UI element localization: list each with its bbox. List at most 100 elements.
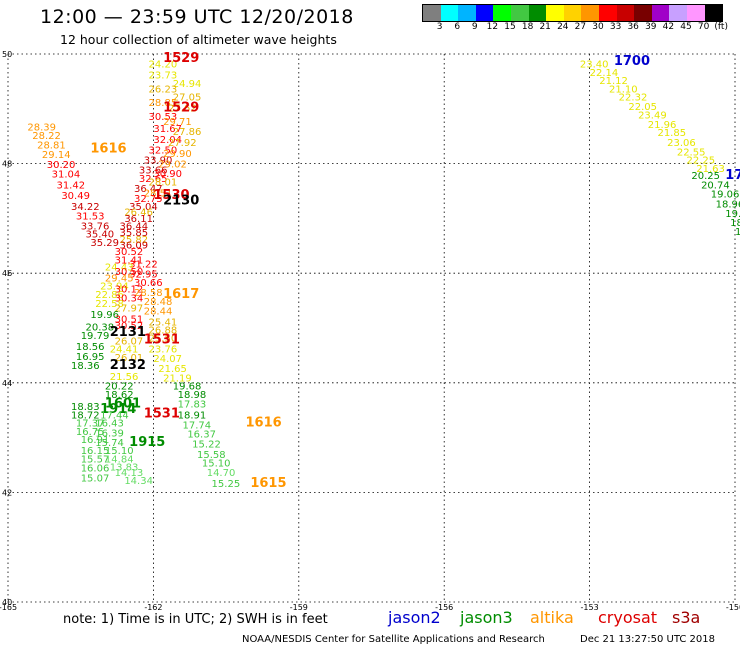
satellite-legend-altika: altika xyxy=(530,608,574,627)
pass-time-label: 1530 xyxy=(153,188,189,203)
wave-height-label: 36.09 xyxy=(119,241,148,252)
wave-height-label: 26.46 xyxy=(124,208,153,219)
colorbar-swatch xyxy=(510,5,529,21)
colorbar-swatch xyxy=(528,5,547,21)
wave-height-label: 15.25 xyxy=(212,479,241,490)
colorbar-swatch xyxy=(475,5,494,21)
wave-height-label: 18.96 xyxy=(716,199,740,210)
pass-time-label: 1915 xyxy=(129,435,165,450)
wave-height-label: 17.74 xyxy=(182,420,211,431)
colorbar-labels: 3 6 9 12 15 18 21 24 27 30 33 36 39 42 45 70 (ft) xyxy=(422,22,740,34)
wave-height-label: 31.22 xyxy=(129,260,158,271)
wave-height-label: 27.62 xyxy=(168,104,197,115)
wave-height-label: 32.65 xyxy=(139,174,168,185)
wave-height-label: 28.51 xyxy=(144,188,173,199)
wave-height-label: 18.91 xyxy=(178,410,207,421)
wave-height-label: 27.86 xyxy=(173,127,202,138)
wave-height-label: 28.01 xyxy=(149,178,178,189)
wave-height-label: 18.98 xyxy=(178,390,207,401)
wave-height-label: 28.85 xyxy=(149,98,178,109)
pass-time-label: 1531 xyxy=(144,406,180,421)
satellite-legend-s3a: s3a xyxy=(672,608,701,627)
pass-time-label: 2131 xyxy=(110,325,146,340)
map-grid xyxy=(7,53,736,603)
y-tick-label: 50 xyxy=(2,50,12,59)
wave-height-label: 30.49 xyxy=(61,191,90,202)
x-tick-label: -159 xyxy=(290,603,308,612)
y-tick-label: 46 xyxy=(2,269,12,278)
credit-line: NOAA/NESDIS Center for Satellite Applica… xyxy=(242,634,545,645)
colorbar-label: 30 xyxy=(592,22,604,32)
colorbar-swatch xyxy=(423,5,441,21)
wave-height-label: 28.44 xyxy=(144,306,173,317)
wave-height-label: 20.38 xyxy=(86,323,115,334)
colorbar-swatch xyxy=(581,5,599,21)
wave-height-label: 25.82 xyxy=(119,235,148,246)
wave-height-label: 25.41 xyxy=(149,317,178,328)
wave-height-label: 18.62 xyxy=(105,390,134,401)
wave-height-label: 36.44 xyxy=(119,221,148,232)
y-tick-label: 42 xyxy=(2,488,12,497)
colorbar-label: 15 xyxy=(504,22,516,32)
wave-height-label: 20.74 xyxy=(701,180,730,191)
y-tick-label: 44 xyxy=(2,379,12,388)
wave-height-label: 26.01 xyxy=(115,353,144,364)
wave-height-label: 32.50 xyxy=(149,146,178,157)
page-title: 12:00 — 23:59 UTC 12/20/2018 xyxy=(40,6,354,28)
wave-height-label: 32.95 xyxy=(129,270,158,281)
wave-height-label: 35.04 xyxy=(129,202,158,213)
satellite-legend-jason3: jason3 xyxy=(460,608,513,627)
wave-height-label: 28.81 xyxy=(37,140,66,151)
pass-time-label: 1601 xyxy=(105,396,141,411)
wave-height-label: 30.34 xyxy=(115,294,144,305)
wave-height-label: 35.29 xyxy=(90,238,119,249)
pass-time-label: 2130 xyxy=(163,194,199,209)
wave-height-label: 17.37 xyxy=(76,419,105,430)
wave-height-label: 29.90 xyxy=(163,149,192,160)
pass-time-label: 1531 xyxy=(144,332,180,347)
x-tick-label: -162 xyxy=(144,603,162,612)
wave-height-label: 30.52 xyxy=(115,247,144,258)
wave-height-label: 26.23 xyxy=(149,84,178,95)
timestamp: Dec 21 13:27:50 UTC 2018 xyxy=(580,634,715,645)
colorbar-swatch xyxy=(563,5,582,21)
pass-time-label: 1617 xyxy=(163,287,199,302)
wave-height-label: 22.14 xyxy=(590,68,619,79)
wave-height-label: 18.83 xyxy=(71,402,100,413)
colorbar-swatch xyxy=(546,5,564,21)
wave-height-label: 36.11 xyxy=(124,214,153,225)
colorbar-label: 45 xyxy=(680,22,692,32)
x-tick-label: -165 xyxy=(0,603,17,612)
colorbar-label: 33 xyxy=(609,22,622,32)
axis-ticks: -165 -162 -159 -156 -153 -150 50 48 46 44 42 40 xyxy=(0,50,740,612)
wave-height-label: 29.02 xyxy=(158,159,187,170)
wave-height-label: 14.84 xyxy=(105,454,134,465)
wave-height-label: 19.68 xyxy=(173,381,202,392)
wave-height-label: 31.67 xyxy=(153,124,182,135)
colorbar-label: 3 xyxy=(436,22,443,32)
wave-height-label: 14.13 xyxy=(115,468,144,479)
colorbar-swatch xyxy=(634,5,652,21)
pass-time-label: 2132 xyxy=(110,358,146,373)
colorbar-swatch xyxy=(651,5,670,21)
wave-height-label: 31.04 xyxy=(52,169,81,180)
wave-height-label: 18.36 xyxy=(71,361,100,372)
wave-height-label: 34.22 xyxy=(71,202,100,213)
wave-height-label: 22.58 xyxy=(95,299,124,310)
wave-height-label: 32.75 xyxy=(134,194,163,205)
wave-height-label: 20.22 xyxy=(105,381,134,392)
wave-height-label: 25.50 xyxy=(149,334,178,345)
colorbar-label: 9 xyxy=(471,22,478,32)
colorbar-swatch xyxy=(440,5,459,21)
wave-height-label: 31.42 xyxy=(56,180,85,191)
wave-height-label: 30.12 xyxy=(115,284,144,295)
wave-height-label: 27.92 xyxy=(168,138,197,149)
satellite-legend-cryosat: cryosat xyxy=(598,608,658,627)
colorbar-swatch xyxy=(458,5,476,21)
wave-height-label: 17 xyxy=(735,227,740,238)
wave-height-label: 28.22 xyxy=(32,131,61,142)
wave-height-label: 33.90 xyxy=(144,156,173,167)
wave-height-label: 14.34 xyxy=(124,476,153,487)
wave-height-label: 23.76 xyxy=(149,345,178,356)
wave-height-label: 30.66 xyxy=(134,278,163,289)
